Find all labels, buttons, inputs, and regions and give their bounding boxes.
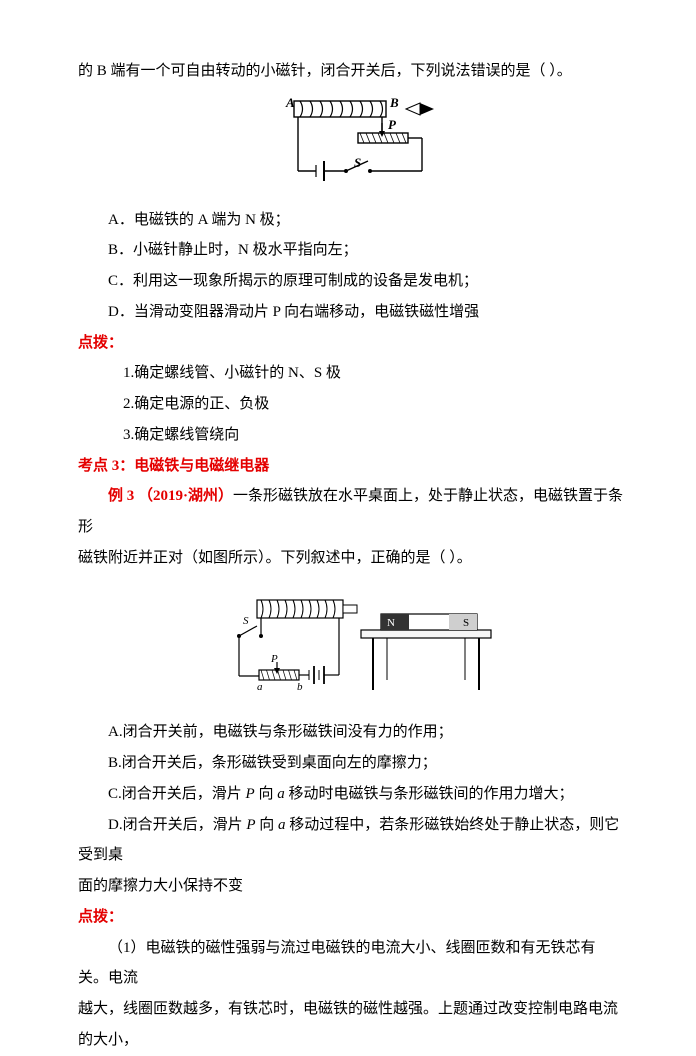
q2-option-a: A.闭合开关前，电磁铁与条形磁铁间没有力的作用；: [78, 717, 624, 748]
q1-option-b: B．小磁针静止时，N 极水平指向左；: [78, 235, 624, 266]
q2-option-d-line2: 面的摩擦力大小保持不变: [78, 871, 624, 902]
svg-text:A: A: [285, 95, 295, 110]
q2-option-c: C.闭合开关后，滑片 P 向 a 移动时电磁铁与条形磁铁间的作用力增大；: [78, 779, 624, 810]
q2c-post: 移动时电磁铁与条形磁铁间的作用力增大；: [285, 786, 574, 802]
q2d-p: P: [246, 817, 255, 833]
svg-text:b: b: [297, 681, 303, 693]
svg-text:a: a: [257, 681, 263, 693]
example-3-body-2: 磁铁附近并正对（如图所示）。下列叙述中，正确的是（ ）。: [78, 543, 624, 574]
q2d-pre: D.闭合开关后，滑片: [108, 817, 246, 833]
q2d-a: a: [278, 817, 286, 833]
q2c-pre: C.闭合开关后，滑片: [108, 786, 246, 802]
q2c-p: P: [246, 786, 255, 802]
q2-option-b: B.闭合开关后，条形磁铁受到桌面向左的摩擦力；: [78, 748, 624, 779]
example-3-label: 例 3 （2019·湖州）: [108, 488, 233, 504]
explain-line-1: （1）电磁铁的磁性强弱与流过电磁铁的电流大小、线圈匝数和有无铁芯有关。电流: [78, 933, 624, 995]
svg-text:B: B: [389, 95, 399, 110]
explain-line-2: 越大，线圈匝数越多，有铁芯时，电磁铁的磁性越强。上题通过改变控制电路电流的大小，: [78, 994, 624, 1056]
svg-text:N: N: [387, 617, 395, 629]
example-3-para: 例 3 （2019·湖州）一条形磁铁放在水平桌面上，处于静止状态，电磁铁置于条形: [78, 481, 624, 543]
q2c-a: a: [277, 786, 285, 802]
svg-text:P: P: [270, 653, 278, 665]
q1-option-d: D．当滑动变阻器滑动片 P 向右端移动，电磁铁磁性增强: [78, 297, 624, 328]
q1-option-a: A．电磁铁的 A 端为 N 极；: [78, 205, 624, 236]
svg-text:S: S: [463, 617, 469, 629]
hint-1-1: 1.确定螺线管、小磁针的 N、S 极: [78, 358, 624, 389]
figure-2-bar-magnet-circuit: N S Sa b P: [201, 580, 501, 700]
hint-label-1: 点拨：: [78, 328, 624, 359]
hint-label-2: 点拨：: [78, 902, 624, 933]
q2-option-d-line1: D.闭合开关后，滑片 P 向 a 移动过程中，若条形磁铁始终处于静止状态，则它受…: [78, 810, 624, 872]
q2d-mid: 向: [256, 817, 279, 833]
svg-text:S: S: [243, 615, 249, 627]
svg-text:P: P: [388, 117, 397, 132]
figure-1-solenoid-circuit: A BP S: [246, 93, 456, 187]
q2c-mid: 向: [255, 786, 278, 802]
section-kaodian-3: 考点 3：电磁铁与电磁继电器: [78, 451, 624, 482]
figure-2-wrap: N S Sa b P: [78, 580, 624, 712]
hint-1-3: 3.确定螺线管绕向: [78, 420, 624, 451]
q1-intro: 的 B 端有一个可自由转动的小磁针，闭合开关后，下列说法错误的是（ ）。: [78, 56, 624, 87]
q1-option-c: C．利用这一现象所揭示的原理可制成的设备是发电机；: [78, 266, 624, 297]
figure-1-wrap: A BP S: [78, 93, 624, 199]
svg-text:S: S: [354, 155, 361, 170]
hint-1-2: 2.确定电源的正、负极: [78, 389, 624, 420]
